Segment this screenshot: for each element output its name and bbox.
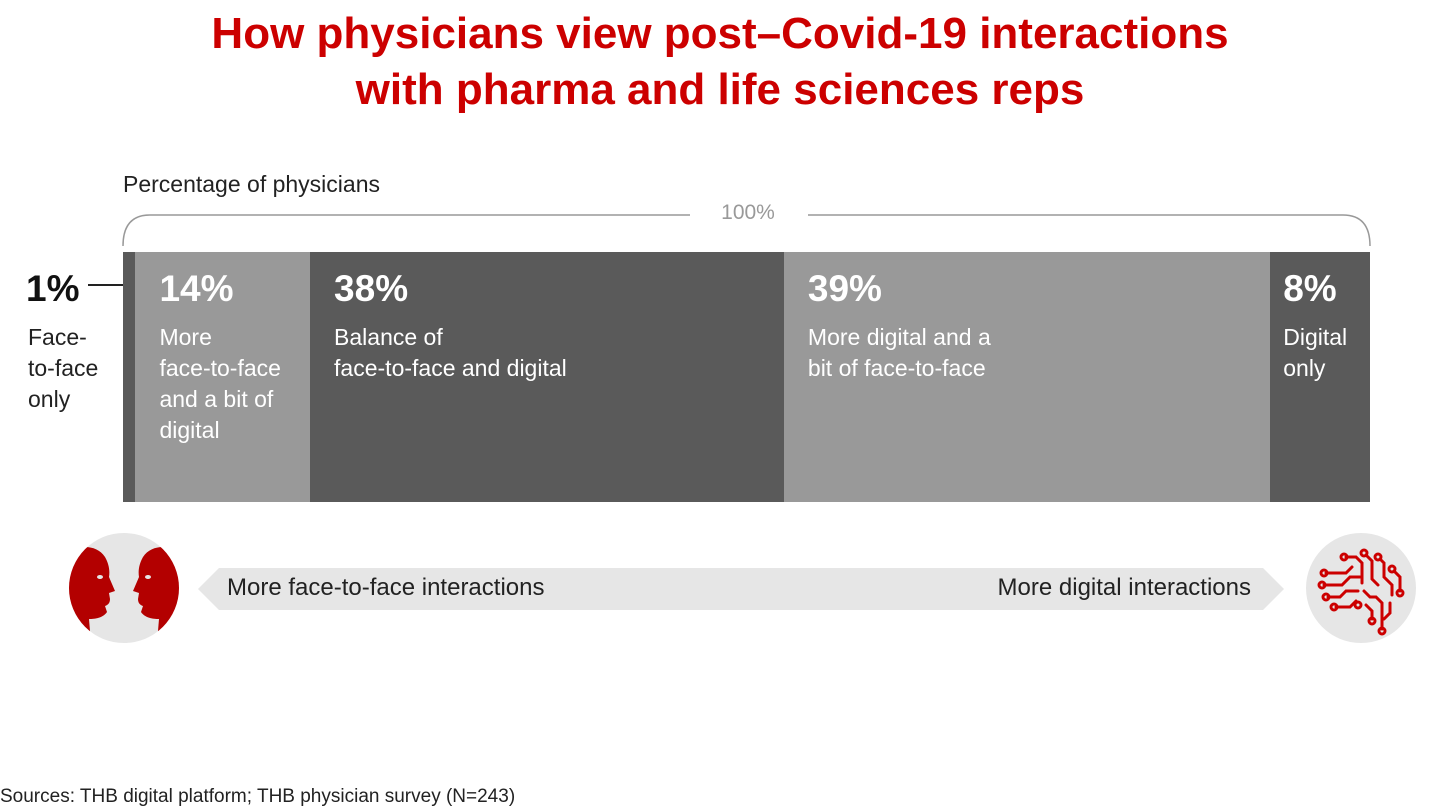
segment-1-desc-line: to-face xyxy=(28,355,99,381)
leader-line xyxy=(88,284,123,286)
segment-2-desc-line: face-to-face xyxy=(159,355,281,381)
segment-2-desc-line: digital xyxy=(159,417,220,443)
segment-5-desc-line: Digital xyxy=(1283,324,1348,350)
segment-1-desc-line: only xyxy=(28,386,71,412)
scale-left-label: More face-to-face interactions xyxy=(227,574,545,601)
segment-1-desc-line: Face- xyxy=(28,324,87,350)
segment-3-pct-label: 38% xyxy=(334,268,409,309)
segment-1-pct-label: 1% xyxy=(26,268,80,309)
segment-5-desc-label: Digital only xyxy=(1283,322,1357,384)
chart-subtitle: Percentage of physicians xyxy=(123,171,380,197)
segment-3-desc-label: Balance of face-to-face and digital xyxy=(334,322,778,384)
bar-segment-5: 8% Digital only xyxy=(1270,252,1370,502)
segment-4-pct-label: 39% xyxy=(807,268,882,309)
segment-5-desc-line: only xyxy=(1283,355,1326,381)
bar-segment-1 xyxy=(123,252,136,502)
bar-segment-3: 38% Balance of face-to-face and digital xyxy=(310,252,784,502)
title-line-2: with pharma and life sciences reps xyxy=(355,65,1085,114)
chart-title: How physicians view post–Covid-19 intera… xyxy=(0,6,1440,118)
segment-4-desc-line: bit of face-to-face xyxy=(807,355,986,381)
segment-2-desc-label: More face-to-face and a bit of digital xyxy=(159,322,308,446)
bar-segment-4: 39% More digital and a bit of face-to-face xyxy=(783,252,1271,502)
segment-2-desc-line: and a bit of xyxy=(159,386,274,412)
direction-arrow xyxy=(198,568,1284,610)
title-line-1: How physicians view post–Covid-19 intera… xyxy=(211,9,1229,58)
total-label: 100% xyxy=(721,201,775,224)
segment-3-desc-line: Balance of xyxy=(334,324,443,350)
scale-right-label: More digital interactions xyxy=(997,574,1251,601)
segment-2-pct-label: 14% xyxy=(159,268,234,309)
digital-brain-icon xyxy=(1306,533,1416,643)
segment-3-desc-line: face-to-face and digital xyxy=(334,355,567,381)
total-brace xyxy=(122,214,1371,247)
segment-4-desc-line: More digital and a xyxy=(807,324,991,350)
segment-2-desc-line: More xyxy=(159,324,212,350)
segment-4-desc-label: More digital and a bit of face-to-face xyxy=(808,322,1264,384)
bar-segment-2: 14% More face-to-face and a bit of digital xyxy=(135,252,311,502)
segment-5-pct-label: 8% xyxy=(1283,268,1337,309)
stacked-bar: 14% More face-to-face and a bit of digital 38… xyxy=(123,252,1370,502)
face-to-face-icon xyxy=(69,533,179,643)
source-note: Sources: THB digital platform; THB physi… xyxy=(0,786,516,807)
segment-1-desc-label: Face- to-face only xyxy=(28,322,122,415)
